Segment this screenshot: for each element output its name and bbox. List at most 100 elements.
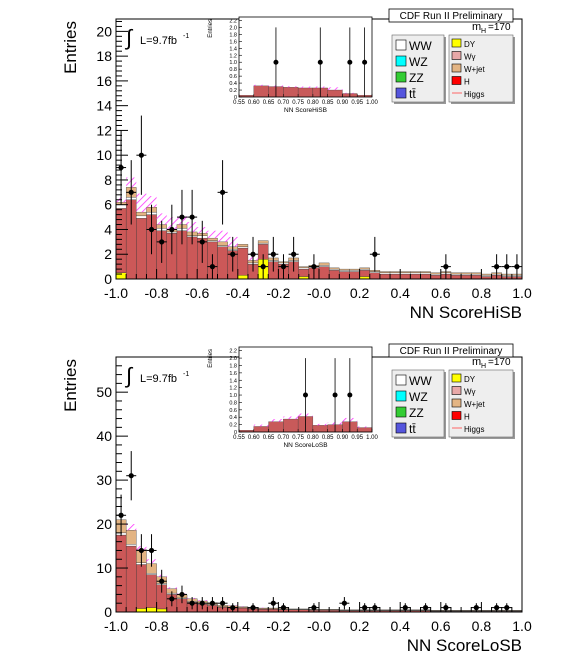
legend-label: WW — [409, 39, 432, 53]
stack-bar — [146, 574, 157, 608]
stack-bar — [450, 275, 462, 280]
inset-y-tick-label: 0.6 — [229, 408, 237, 414]
x-tick-label: -0.4 — [226, 285, 250, 301]
legend-swatch — [451, 51, 462, 60]
x-axis-title: NN ScoreHiSB — [410, 303, 522, 322]
data-point — [118, 164, 124, 171]
legend-label: W+jet — [464, 400, 485, 409]
legend-swatch — [395, 374, 407, 386]
x-axis: -1.0 -0.8 -0.6 -0.4 -0.2 -0.0 0.2 0.4 0.6 0.8 1.0 N… — [104, 602, 532, 655]
legend-label: tt̄ — [409, 87, 416, 101]
y-axis-title: Entries — [61, 359, 80, 412]
stack-bar — [450, 273, 462, 276]
stack-bar — [359, 270, 370, 277]
experiment-label: CDF Run II Preliminary — [400, 11, 503, 22]
inset-x-tick-label: 1.00 — [366, 435, 378, 441]
x-tick-label: -0.2 — [266, 285, 290, 301]
inset-x-tick-label: 1.00 — [366, 100, 378, 106]
legend-label: Higgs — [464, 425, 484, 434]
stack-bar — [136, 218, 147, 280]
data-point — [270, 600, 276, 606]
stack-bar — [430, 272, 441, 275]
inset-x-tick-label: 0.80 — [307, 100, 319, 106]
x-tick-label: -0.8 — [145, 285, 169, 301]
data-point — [372, 605, 378, 611]
data-point — [341, 600, 347, 606]
legend-swatch — [451, 411, 462, 420]
signal-bar — [207, 230, 218, 239]
inset-y-axis-title: Entries — [208, 349, 214, 368]
y-tick-label: 2 — [104, 246, 112, 262]
legend-swatch — [451, 386, 462, 395]
legend-label: H — [464, 78, 470, 87]
inset-y-tick-label: 0 — [234, 95, 237, 101]
data-point — [189, 600, 195, 606]
x-tick-label: -1.0 — [104, 618, 128, 634]
stack-bar — [328, 268, 340, 271]
x-axis: -1.0 -0.8 -0.6 -0.4 -0.2 -0.0 0.2 0.4 0.6 0.8 1.0 N… — [104, 269, 532, 322]
stack-bar — [389, 271, 401, 273]
inset-x-tick-label: 0.95 — [351, 435, 363, 441]
x-tick-label: 0.8 — [472, 285, 492, 301]
luminosity-exponent: -1 — [183, 33, 189, 40]
legend-label: tt̄ — [409, 422, 416, 436]
inset-y-tick-label: 0 — [234, 430, 237, 436]
inset-x-tick-label: 0.80 — [307, 435, 319, 441]
signal-bar — [136, 193, 147, 213]
legend-swatch — [395, 406, 407, 418]
mass-label: m H =170 — [472, 21, 511, 35]
inset-signal-bar — [312, 423, 328, 426]
inset-y-tick-label: 0.4 — [229, 415, 237, 421]
inset-x-tick-label: 0.90 — [337, 100, 349, 106]
y-tick-label: 10 — [96, 560, 112, 576]
y-tick-label: 14 — [96, 98, 112, 114]
data-point — [128, 473, 134, 479]
stack-bar — [136, 564, 147, 609]
inset-y-tick-label: 0.2 — [229, 88, 237, 94]
data-point — [291, 251, 297, 257]
inset-y-tick-label: 0.8 — [229, 400, 237, 406]
luminosity-label: ∫ L=9.7fb -1 — [124, 25, 189, 50]
data-point — [372, 251, 378, 257]
stack-bar — [359, 267, 370, 270]
data-point — [504, 264, 510, 270]
y-axis-title: Entries — [61, 21, 80, 74]
stack-bar — [400, 273, 411, 280]
stack-bar — [339, 268, 350, 271]
data-point — [219, 189, 226, 195]
legend-swatch — [451, 63, 462, 73]
y-tick-label: 0 — [104, 604, 112, 620]
inset-bar — [357, 427, 373, 433]
stack-bar — [471, 273, 482, 276]
stack-bar — [136, 215, 147, 219]
y-tick-label: 0 — [104, 271, 112, 287]
data-point — [199, 239, 205, 245]
inset-data-point — [362, 59, 368, 65]
stack-bar — [450, 272, 462, 275]
inset-y-tick-label: 1.6 — [229, 39, 237, 45]
data-point — [189, 214, 195, 220]
mass-value: =170 — [488, 357, 511, 368]
inset-x-tick-label: 0.75 — [292, 100, 304, 106]
data-point — [280, 264, 287, 270]
stack-bar — [349, 270, 360, 272]
inset-data-point — [347, 392, 353, 398]
data-point — [402, 605, 408, 611]
inset-frame — [238, 346, 373, 433]
mass-value: =170 — [488, 22, 511, 33]
stack-bar — [115, 208, 127, 273]
x-tick-label: 1.0 — [512, 618, 532, 634]
signal-bar — [217, 230, 228, 242]
stack-bar — [471, 275, 482, 280]
stack-bar — [460, 275, 472, 280]
stack-bar — [328, 267, 340, 270]
y-axis: 0 10 20 30 40 50 Entries — [61, 356, 128, 620]
legend-swatch — [395, 390, 407, 402]
inset-y-axis-title: Entries — [208, 19, 214, 38]
signal-bar — [126, 524, 137, 531]
legend-swatch — [451, 373, 462, 383]
luminosity-text: L=9.7fb — [140, 35, 177, 47]
x-tick-label: 0.6 — [431, 285, 451, 301]
legend-label: H — [464, 413, 470, 422]
